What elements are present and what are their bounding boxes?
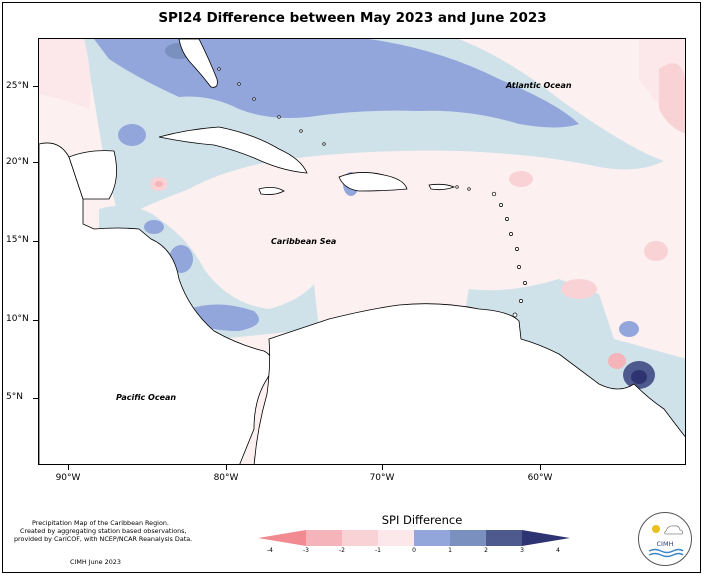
lesser-antilles <box>217 67 527 318</box>
legend-tick-label: -3 <box>303 547 309 554</box>
pink-spot-core <box>155 181 163 187</box>
legend-tick-label: 4 <box>556 547 560 554</box>
footer-line-1: Precipitation Map of the Caribbean Regio… <box>32 519 169 527</box>
cloud-icon <box>664 525 684 535</box>
lat-tick-20n: 20°N <box>6 157 29 167</box>
lon-tick-90w: 90°W <box>55 473 81 483</box>
footer-credit: CIMH June 2023 <box>70 558 121 566</box>
atlantic-ocean-label: Atlantic Ocean <box>506 81 572 90</box>
pink-spot <box>608 353 626 369</box>
blue-spot-strong <box>118 124 146 146</box>
florida-land <box>178 39 218 88</box>
map-title: SPI24 Difference between May 2023 and Ju… <box>158 10 547 26</box>
blue-spot-strong <box>619 321 639 337</box>
lon-tick-70w: 70°W <box>369 473 395 483</box>
lat-tick-25n: 25°N <box>6 81 29 91</box>
cuba-land <box>158 126 308 174</box>
lon-tick-80w: 80°W <box>213 473 239 483</box>
pacific-ocean-label: Pacific Ocean <box>116 393 177 402</box>
legend-tick-label: 1 <box>448 547 452 554</box>
jamaica-land <box>258 187 285 195</box>
legend-tick-label: -4 <box>267 547 273 554</box>
legend-bin <box>306 530 342 546</box>
yucatan-land <box>68 150 117 200</box>
legend-bin <box>486 530 522 546</box>
pink-spot <box>561 279 597 299</box>
pink-spot <box>644 241 668 261</box>
caribbean-sea-label: Caribbean Sea <box>271 237 337 246</box>
hispaniola-land <box>338 172 408 192</box>
lon-tick-mark <box>382 465 383 470</box>
lat-tick-5n: 5°N <box>6 392 23 402</box>
lat-tick-mark <box>33 320 38 321</box>
south-america-land <box>253 303 685 464</box>
pink-zone-north-east-core <box>659 63 685 134</box>
legend-bin <box>450 530 486 546</box>
legend-bin <box>522 530 570 546</box>
legend-bin <box>414 530 450 546</box>
lat-tick-mark <box>33 162 38 163</box>
legend-tick-label: -1 <box>375 547 381 554</box>
lat-tick-mark <box>33 241 38 242</box>
wave-icon <box>648 552 684 558</box>
legend-bin <box>258 530 306 546</box>
legend-colorbar <box>258 530 570 546</box>
legend-tick-label: 2 <box>484 547 488 554</box>
lat-tick-15n: 15°N <box>6 235 29 245</box>
blue-spot-darkest <box>631 370 647 384</box>
sun-icon <box>652 525 660 533</box>
map-panel[interactable] <box>38 38 686 465</box>
lon-tick-mark <box>68 465 69 470</box>
lat-tick-mark <box>33 86 38 87</box>
cimh-emblem: CIMH <box>648 525 684 558</box>
spi-difference-map <box>39 39 685 464</box>
lon-tick-mark <box>226 465 227 470</box>
legend-bin <box>342 530 378 546</box>
color-legend <box>258 530 570 550</box>
legend-tick-label: 0 <box>412 547 416 554</box>
central-america-land <box>39 142 273 464</box>
footer-line-3: provided by CariCOF, with NCEP/NCAR Rean… <box>14 535 193 543</box>
lon-tick-60w: 60°W <box>527 473 553 483</box>
lat-tick-10n: 10°N <box>6 314 29 324</box>
legend-tick-label: -2 <box>339 547 345 554</box>
puerto-rico-land <box>428 183 456 191</box>
pink-zone-north-west <box>39 39 91 109</box>
lat-tick-mark <box>33 398 38 399</box>
wave-icon <box>648 548 684 554</box>
logo-text: CIMH <box>657 540 674 548</box>
footer-line-2: Created by aggregating station based obs… <box>20 527 187 535</box>
legend-tick-label: 3 <box>520 547 524 554</box>
blue-spot-strong <box>144 220 164 234</box>
lon-tick-mark <box>540 465 541 470</box>
blue-zone-strong-north <box>94 39 579 128</box>
legend-title: SPI Difference <box>381 513 463 527</box>
coastlines <box>39 39 685 464</box>
legend-bin <box>378 530 414 546</box>
cimh-logo: CIMH <box>638 512 692 566</box>
pink-spot <box>509 171 533 187</box>
